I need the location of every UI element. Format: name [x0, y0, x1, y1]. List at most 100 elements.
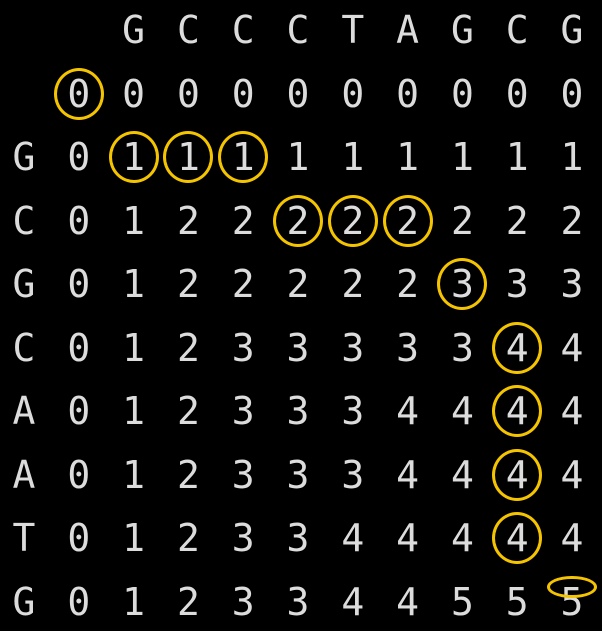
- table-cell: 1: [122, 452, 146, 497]
- table-cell: 0: [505, 71, 529, 116]
- table-cell: 1: [450, 135, 474, 179]
- table-cell: 2: [341, 198, 365, 243]
- table-cell: 0: [450, 71, 474, 116]
- table-cell: 2: [231, 262, 255, 306]
- table-cell: 0: [286, 71, 310, 116]
- table-cell: 1: [122, 262, 146, 306]
- table-cell: 3: [231, 452, 255, 497]
- table-cell: 4: [505, 516, 529, 560]
- table-cell: 3: [396, 325, 420, 370]
- table-cell: 1: [231, 135, 255, 179]
- table-cell: 2: [396, 262, 420, 306]
- table-cell: 0: [560, 71, 584, 116]
- table-cell: 1: [122, 389, 146, 433]
- table-cell: 3: [341, 389, 365, 433]
- table-cell: 1: [122, 198, 146, 243]
- table-cell: 0: [67, 262, 91, 306]
- table-cell: 2: [396, 198, 420, 243]
- table-cell: 5: [505, 579, 529, 624]
- table-cell: 4: [450, 389, 474, 433]
- row-header: A: [12, 452, 36, 497]
- table-cell: 1: [176, 135, 200, 179]
- table-cell: 0: [67, 516, 91, 560]
- column-header: G: [560, 8, 584, 52]
- table-cell: 3: [231, 325, 255, 370]
- table-cell: 3: [505, 262, 529, 306]
- table-cell: 4: [450, 452, 474, 497]
- table-cell: 4: [505, 389, 529, 433]
- table-cell: 1: [122, 579, 146, 624]
- column-header: G: [122, 8, 146, 52]
- table-cell: 0: [67, 198, 91, 243]
- table-cell: 4: [396, 452, 420, 497]
- row-header: T: [12, 516, 36, 560]
- table-cell: 4: [396, 389, 420, 433]
- table-cell: 2: [286, 262, 310, 306]
- table-cell: 3: [286, 389, 310, 433]
- table-cell: 0: [231, 71, 255, 116]
- table-cell: 4: [396, 516, 420, 560]
- table-cell: 0: [67, 452, 91, 497]
- table-cell: 1: [505, 135, 529, 179]
- table-cell: 3: [560, 262, 584, 306]
- table-cell: 1: [560, 135, 584, 179]
- table-cell: 3: [286, 516, 310, 560]
- table-cell: 2: [505, 198, 529, 243]
- table-cell: 3: [231, 516, 255, 560]
- table-cell: 0: [67, 325, 91, 370]
- table-cell: 4: [505, 325, 529, 370]
- row-header: C: [12, 325, 36, 370]
- table-cell: 2: [560, 198, 584, 243]
- table-cell: 2: [176, 516, 200, 560]
- column-header: T: [341, 8, 365, 52]
- table-cell: 0: [67, 135, 91, 179]
- table-cell: 5: [560, 579, 584, 624]
- row-header: A: [12, 389, 36, 433]
- column-header: C: [231, 8, 255, 52]
- table-cell: 3: [231, 389, 255, 433]
- column-header: A: [396, 8, 420, 52]
- table-cell: 4: [505, 452, 529, 497]
- table-cell: 1: [286, 135, 310, 179]
- table-cell: 1: [341, 135, 365, 179]
- table-cell: 1: [122, 325, 146, 370]
- table-cell: 3: [286, 325, 310, 370]
- column-header: G: [450, 8, 474, 52]
- column-header: C: [286, 8, 310, 52]
- table-cell: 3: [450, 262, 474, 306]
- table-cell: 0: [396, 71, 420, 116]
- table-cell: 2: [176, 452, 200, 497]
- table-cell: 3: [286, 579, 310, 624]
- table-cell: 0: [67, 579, 91, 624]
- table-cell: 2: [176, 389, 200, 433]
- table-cell: 0: [67, 389, 91, 433]
- table-cell: 0: [176, 71, 200, 116]
- table-cell: 1: [122, 516, 146, 560]
- table-cell: 4: [450, 516, 474, 560]
- table-cell: 4: [341, 516, 365, 560]
- table-cell: 0: [122, 71, 146, 116]
- table-cell: 2: [450, 198, 474, 243]
- row-header: G: [12, 135, 36, 179]
- table-cell: 3: [341, 325, 365, 370]
- table-cell: 3: [341, 452, 365, 497]
- table-cell: 1: [122, 135, 146, 179]
- table-cell: 3: [231, 579, 255, 624]
- table-cell: 3: [450, 325, 474, 370]
- column-header: C: [505, 8, 529, 52]
- table-cell: 5: [450, 579, 474, 624]
- table-cell: 2: [176, 579, 200, 624]
- table-cell: 4: [396, 579, 420, 624]
- table-cell: 4: [560, 389, 584, 433]
- table-cell: 4: [341, 579, 365, 624]
- table-cell: 2: [231, 198, 255, 243]
- table-cell: 2: [286, 198, 310, 243]
- table-cell: 2: [341, 262, 365, 306]
- column-header: C: [176, 8, 200, 52]
- table-cell: 0: [67, 71, 91, 116]
- table-cell: 0: [341, 71, 365, 116]
- table-cell: 2: [176, 198, 200, 243]
- row-header: G: [12, 579, 36, 624]
- row-header: C: [12, 198, 36, 243]
- table-cell: 4: [560, 452, 584, 497]
